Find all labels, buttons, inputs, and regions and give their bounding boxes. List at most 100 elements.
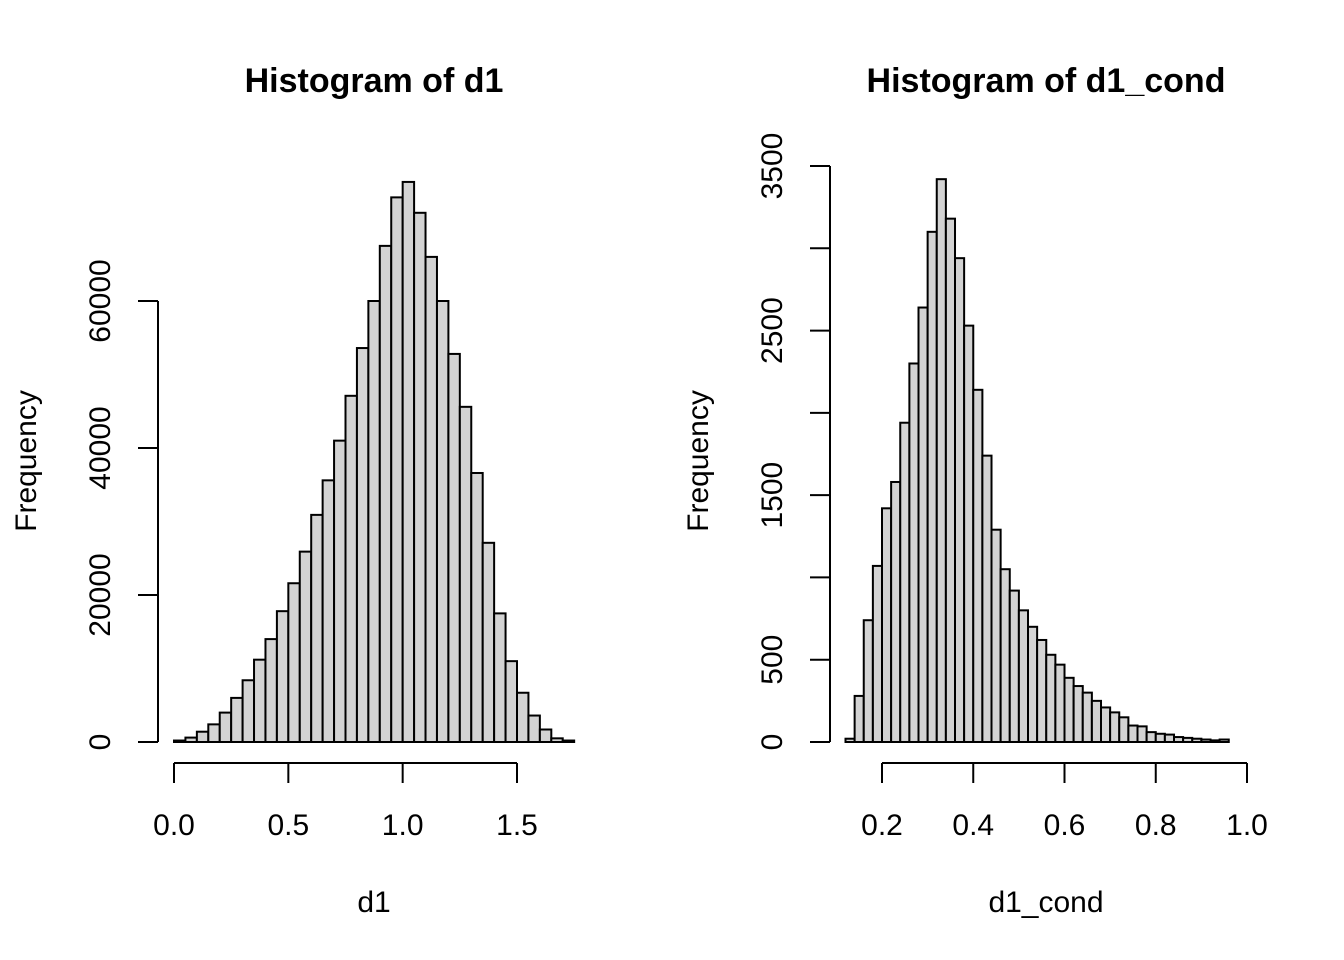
histogram-bar [561,739,576,744]
y-tick-label: 20000 [84,553,117,636]
x-tick-label: 0.6 [1044,809,1086,842]
histogram-bar [333,439,347,743]
y-tick-label: 0 [756,734,789,751]
histogram-bar [935,178,947,744]
histogram-bar [899,421,911,743]
histogram-bar [458,405,473,743]
histogram-bar [1173,736,1185,743]
x-tick-label: 1.0 [382,809,424,842]
histogram-bar [253,658,267,743]
x-tick-label: 0.8 [1135,809,1177,842]
histogram-bar [184,736,198,744]
histogram-bar [844,737,856,744]
histogram-bar [173,739,187,744]
histogram-bar [954,257,966,743]
histogram-bar [367,300,381,743]
x-tick-label: 0.4 [952,809,994,842]
histogram-bar [1045,653,1057,744]
histogram-bar [908,362,920,743]
histogram-bar [344,394,358,743]
histogram-bar [981,454,993,743]
histogram-bar [435,300,450,743]
histogram-d1-cond-panel: Histogram of d1_cond d1_cond Frequency 0… [682,62,1268,919]
histogram-bar [413,211,427,744]
x-axis-d1: 0.0 0.5 1.0 1.5 [153,762,538,842]
histogram-bar [1017,609,1030,744]
histogram-bar [1118,716,1130,743]
y-axis-d1-cond: 0 500 1500 2500 3500 [756,133,831,751]
histogram-bar [516,691,530,743]
histogram-bar [1072,685,1084,743]
y-tick-label: 1500 [756,462,789,529]
histogram-bar [1163,733,1176,744]
x-tick-label: 1.0 [1226,809,1268,842]
histogram-bar [1154,732,1166,744]
histogram-bar [447,352,461,743]
x-axis-label-d1-cond: d1_cond [988,886,1103,919]
histogram-bar [241,679,256,744]
histogram-bar [1054,663,1066,744]
histogram-bar [424,255,438,743]
histogram-bar [926,230,938,744]
histogram-bar [493,612,507,744]
histogram-bar [1209,739,1221,743]
histogram-bar [401,180,416,743]
histogram-bar [527,714,541,743]
histogram-bar [378,244,393,744]
x-tick-label: 1.5 [496,809,538,842]
histogram-bar [972,388,984,743]
histogram-bar [1036,638,1048,743]
x-axis-d1-cond: 0.2 0.4 0.6 0.8 1.0 [861,762,1268,842]
histogram-bar [917,306,929,743]
bars-d1-cond [844,178,1230,744]
histogram-bar [1109,711,1121,744]
histogram-bar [871,564,884,743]
histogram-bar [1063,676,1075,744]
histogram-bar [321,479,336,743]
histogram-bar [298,550,313,743]
y-tick-label: 60000 [84,259,117,342]
histogram-bar [1127,724,1139,743]
bars-d1 [173,180,576,744]
y-tick-label: 40000 [84,406,117,489]
histogram-bar [504,660,519,744]
histogram-bar [881,507,893,743]
histogram-bar [1008,589,1020,744]
histogram-bar [1136,725,1148,743]
histogram-bar [287,582,301,743]
chart-title-d1: Histogram of d1 [245,62,504,100]
y-axis-label-d1: Frequency [10,390,43,532]
y-tick-label: 0 [84,734,117,751]
histogram-bar [538,728,553,743]
y-tick-label: 500 [756,635,789,685]
histogram-bar [853,694,865,743]
histogram-bar [1218,738,1230,744]
histogram-bar [1090,699,1103,743]
histogram-bar [218,711,233,743]
histogram-bar [1200,738,1212,744]
x-axis-label-d1: d1 [357,886,390,919]
histogram-bar [890,480,902,743]
histogram-bar [195,730,210,744]
y-axis-d1: 0 20000 40000 60000 [84,259,159,751]
histogram-bar [1182,736,1194,744]
y-axis-label-d1-cond: Frequency [682,390,715,532]
histogram-bar [355,347,370,743]
histogram-bar [264,638,278,743]
histogram-bar [1027,625,1039,743]
chart-title-d1-cond: Histogram of d1_cond [867,62,1226,100]
histogram-bar [481,541,496,743]
histogram-bar [275,610,290,743]
histogram-bar [944,217,957,744]
y-tick-label: 3500 [756,133,789,200]
histogram-bar [999,568,1011,744]
histogram-bar [1100,706,1112,744]
histogram-bar [310,513,324,743]
histogram-bar [230,696,244,744]
histogram-bar [1145,731,1157,744]
histogram-bar [1081,691,1093,744]
histogram-bar [990,528,1002,744]
histogram-bar [207,723,221,743]
x-tick-label: 0.5 [267,809,309,842]
